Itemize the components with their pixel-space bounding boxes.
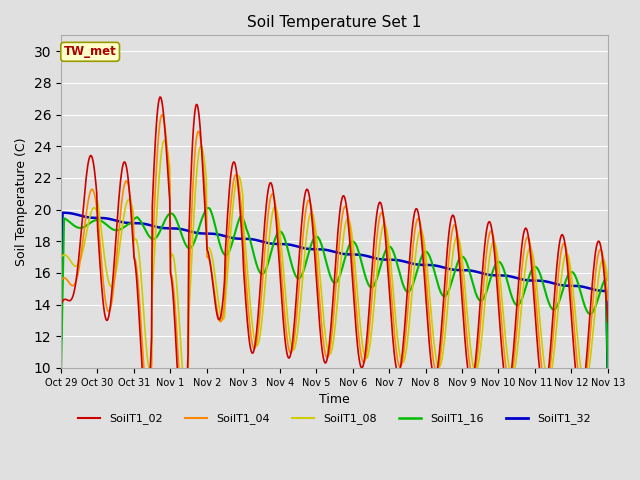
SoilT1_16 bbox=[209, 213, 216, 218]
SoilT1_08 bbox=[180, 379, 188, 384]
SoilT1_04 bbox=[57, 278, 65, 284]
Text: TW_met: TW_met bbox=[64, 45, 116, 58]
SoilT1_08 bbox=[209, 260, 217, 265]
SoilT1_08 bbox=[57, 254, 65, 260]
SoilT1_32 bbox=[57, 335, 65, 341]
SoilT1_16 bbox=[179, 235, 186, 240]
SoilT1_32 bbox=[418, 262, 426, 268]
Line: SoilT1_32: SoilT1_32 bbox=[61, 213, 608, 385]
SoilT1_08 bbox=[124, 199, 131, 204]
SoilT1_04 bbox=[419, 233, 426, 239]
SoilT1_16 bbox=[418, 254, 426, 260]
SoilT1_16 bbox=[67, 220, 75, 226]
SoilT1_02 bbox=[179, 431, 186, 437]
SoilT1_04 bbox=[158, 112, 166, 118]
SoilT1_08 bbox=[182, 396, 190, 401]
SoilT1_32 bbox=[402, 259, 410, 264]
SoilT1_08 bbox=[604, 277, 612, 283]
SoilT1_08 bbox=[419, 229, 426, 235]
SoilT1_32 bbox=[180, 227, 188, 232]
SoilT1_04 bbox=[67, 282, 75, 288]
SoilT1_04 bbox=[124, 179, 131, 184]
SoilT1_04 bbox=[209, 278, 217, 284]
SoilT1_32 bbox=[59, 210, 67, 216]
SoilT1_16 bbox=[604, 368, 612, 373]
SoilT1_08 bbox=[67, 259, 75, 264]
SoilT1_08 bbox=[403, 347, 410, 353]
Y-axis label: Soil Temperature (C): Soil Temperature (C) bbox=[15, 137, 28, 266]
SoilT1_02 bbox=[419, 245, 426, 251]
SoilT1_02 bbox=[180, 425, 188, 431]
SoilT1_08 bbox=[161, 137, 168, 143]
SoilT1_02 bbox=[57, 301, 65, 307]
SoilT1_16 bbox=[124, 222, 131, 228]
Line: SoilT1_04: SoilT1_04 bbox=[61, 115, 608, 425]
SoilT1_02 bbox=[403, 302, 410, 308]
Line: SoilT1_08: SoilT1_08 bbox=[61, 140, 608, 398]
Legend: SoilT1_02, SoilT1_04, SoilT1_08, SoilT1_16, SoilT1_32: SoilT1_02, SoilT1_04, SoilT1_08, SoilT1_… bbox=[74, 409, 595, 429]
SoilT1_02 bbox=[67, 297, 75, 303]
SoilT1_32 bbox=[68, 211, 76, 216]
SoilT1_04 bbox=[180, 422, 188, 428]
SoilT1_16 bbox=[402, 287, 410, 293]
SoilT1_02 bbox=[604, 319, 612, 325]
SoilT1_32 bbox=[124, 220, 132, 226]
X-axis label: Time: Time bbox=[319, 393, 350, 406]
SoilT1_04 bbox=[180, 420, 188, 426]
SoilT1_02 bbox=[124, 168, 131, 174]
SoilT1_16 bbox=[57, 369, 65, 375]
Title: Soil Temperature Set 1: Soil Temperature Set 1 bbox=[247, 15, 422, 30]
SoilT1_04 bbox=[403, 325, 410, 331]
SoilT1_02 bbox=[156, 94, 164, 100]
Line: SoilT1_16: SoilT1_16 bbox=[61, 208, 608, 372]
SoilT1_16 bbox=[205, 205, 212, 211]
Line: SoilT1_02: SoilT1_02 bbox=[61, 97, 608, 434]
SoilT1_02 bbox=[209, 283, 217, 289]
SoilT1_32 bbox=[604, 382, 612, 388]
SoilT1_32 bbox=[209, 231, 216, 237]
SoilT1_04 bbox=[604, 297, 612, 303]
